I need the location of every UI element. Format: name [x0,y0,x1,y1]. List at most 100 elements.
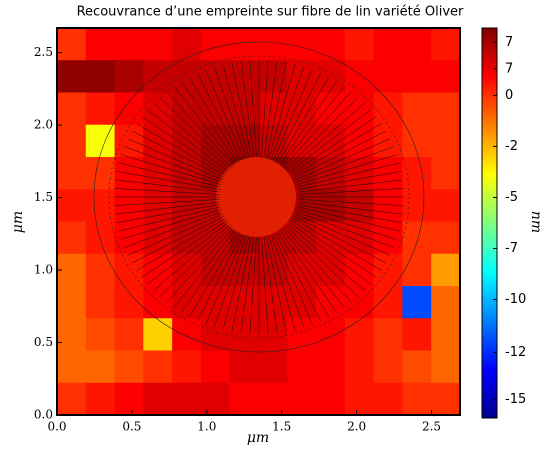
x-tick-label: 1.5 [272,420,291,434]
radial-line [141,220,227,278]
heat-cell [316,60,346,93]
radial-line [181,81,238,164]
chart-title: Recouvrance d’une empreinte sur fibre de… [77,5,464,20]
radial-line [261,60,269,158]
radial-line [289,109,371,172]
radial-line [131,216,225,264]
heat-cell [200,28,231,61]
heat-cell [402,157,432,190]
radial-line [197,72,243,161]
radial-line [136,123,226,176]
x-tick-label: 2.5 [422,420,441,434]
heat-cell [287,382,317,415]
heat-cell [143,350,173,384]
radial-line [166,91,234,167]
radial-line [275,72,321,161]
radial-line [292,123,382,176]
radial-line [249,236,257,334]
heat-cell [373,157,403,190]
radial-line [131,130,225,178]
heat-cell [402,189,432,222]
radial-line [231,62,252,158]
radial-line [282,229,345,308]
heat-cell [143,253,173,287]
radial-line [240,236,255,333]
radial-line [153,224,231,291]
radial-line [280,230,337,313]
radial-line [282,86,345,165]
heat-cell [431,28,460,61]
heat-cell [316,92,346,126]
radial-line [278,76,330,163]
radial-line [173,86,236,165]
heat-cell [229,286,259,319]
heat-cell [431,60,460,93]
heat-cell [287,28,317,61]
heat-cell [287,221,317,255]
radial-line [273,69,313,160]
x-axis-label: μm [247,430,269,446]
radial-line [297,206,400,232]
label-ring [108,55,410,339]
colorbar-tick-label: -2 [505,139,518,154]
heat-cell [114,221,144,255]
radial-line [293,130,387,178]
y-axis-label: μm [10,211,26,233]
heat-cell [114,253,144,287]
heat-cell [172,382,202,415]
heat-cell [344,28,375,61]
radial-line [121,209,222,240]
heat-cell [344,60,375,93]
heat-cell [431,382,460,415]
radial-line [298,199,404,206]
heat-cell [143,382,173,415]
heat-cell [57,60,87,93]
x-tick-label: 0.0 [47,420,66,434]
colorbar-tick-label: 7 [505,61,513,76]
radial-line [295,213,391,256]
radial-line [188,76,240,163]
radial-line [298,179,403,193]
radial-line [291,116,377,174]
radial-line [173,229,236,308]
heat-cell [402,350,432,384]
heat-cell [258,318,288,351]
heat-cell [316,286,346,319]
radial-line [263,61,278,158]
radial-line [197,233,243,322]
heat-cell [85,286,116,319]
colorbar-label: nm [528,211,540,233]
y-tick-label: 2.5 [34,45,53,59]
colorbar-tick-label: -5 [505,190,518,205]
heat-cell [57,28,87,61]
radial-line [292,218,382,271]
heat-cell [114,189,144,222]
heat-cell [114,28,144,61]
heat-cell [287,60,317,93]
radial-line [298,171,402,190]
heat-cell [85,253,116,287]
radial-line [231,236,252,332]
radial-line [296,209,397,240]
colorbar-tick-label: -15 [505,392,526,407]
heat-cell [172,124,202,158]
radial-line [213,66,247,160]
y-tick-label: 0.5 [34,335,53,349]
colorbar-tick-label: -10 [505,292,526,307]
heat-cell [373,189,403,222]
heat-cell [344,253,375,287]
heat-cell [57,382,87,415]
heat-cell [431,253,460,287]
heat-cell [57,221,87,255]
radial-line [118,162,221,188]
heatmap [57,28,460,415]
heat-cell [143,189,173,222]
radial-line [287,103,365,170]
heat-cell [85,318,116,351]
heat-cell [402,60,432,93]
outer-circle [93,41,425,353]
radial-line [141,116,227,174]
heat-cell [229,92,259,126]
heat-cell [172,318,202,351]
